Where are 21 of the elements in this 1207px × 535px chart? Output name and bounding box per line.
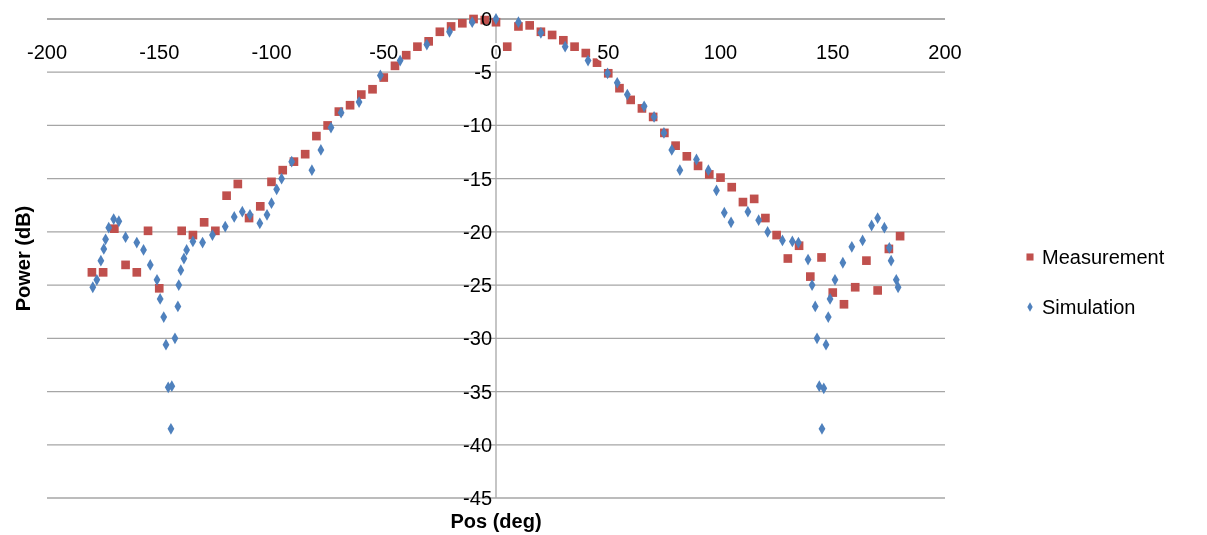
x-axis-title: Pos (deg) (450, 510, 542, 532)
y-tick-label: -45 (463, 487, 492, 509)
x-tick-label: 50 (597, 41, 620, 63)
y-tick-label: -40 (463, 433, 492, 456)
x-tick-label: 150 (816, 41, 850, 63)
legend-label: Measurement (1042, 246, 1165, 268)
x-tick-label: 200 (928, 41, 962, 63)
x-tick-label: -100 (251, 41, 292, 63)
y-tick-label: -25 (463, 274, 492, 297)
y-tick-label: -30 (463, 327, 492, 350)
y-tick-label: -5 (474, 61, 492, 84)
y-tick-label: -15 (463, 167, 492, 190)
y-tick-label: -35 (463, 380, 492, 403)
legend-label: Simulation (1042, 296, 1136, 318)
x-tick-label: 100 (703, 41, 738, 63)
x-tick-label: -150 (139, 41, 180, 63)
y-tick-label: -20 (463, 220, 492, 243)
y-tick-label: -10 (463, 114, 492, 137)
x-tick-label: -50 (369, 41, 399, 63)
x-tick-label: -200 (26, 41, 68, 63)
y-axis-title: Power (dB) (12, 205, 34, 312)
